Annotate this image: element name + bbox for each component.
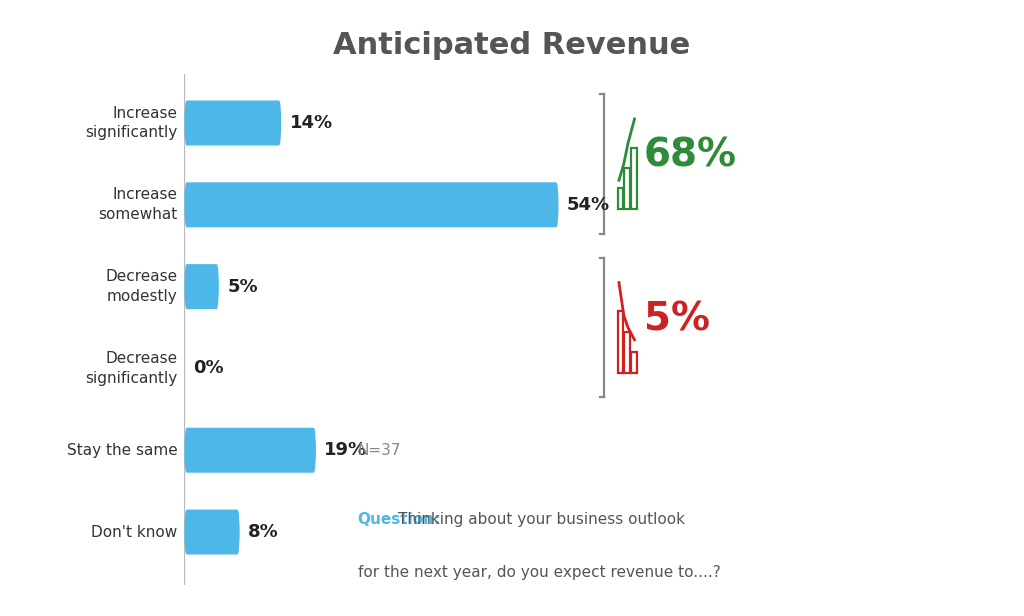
Text: 19%: 19% xyxy=(325,441,368,459)
FancyBboxPatch shape xyxy=(184,509,240,554)
Text: Don't know: Don't know xyxy=(91,525,177,540)
Text: 68%: 68% xyxy=(644,137,737,175)
Text: Question:: Question: xyxy=(357,511,441,527)
FancyBboxPatch shape xyxy=(184,264,219,309)
Text: 14%: 14% xyxy=(290,114,333,132)
Text: N=37: N=37 xyxy=(357,443,401,458)
Text: for the next year, do you expect revenue to....?: for the next year, do you expect revenue… xyxy=(357,565,720,580)
Text: Thinking about your business outlook: Thinking about your business outlook xyxy=(397,511,685,527)
Text: 8%: 8% xyxy=(248,523,279,541)
Text: Decrease
modestly: Decrease modestly xyxy=(105,269,177,304)
Text: 5%: 5% xyxy=(227,278,258,296)
FancyBboxPatch shape xyxy=(184,428,316,472)
Text: Decrease
significantly: Decrease significantly xyxy=(85,351,177,386)
Text: Stay the same: Stay the same xyxy=(67,443,177,458)
Text: Increase
somewhat: Increase somewhat xyxy=(98,187,177,222)
FancyBboxPatch shape xyxy=(184,100,282,145)
Text: Anticipated Revenue: Anticipated Revenue xyxy=(334,31,690,60)
FancyBboxPatch shape xyxy=(184,182,559,227)
Text: 54%: 54% xyxy=(567,196,610,214)
Text: 5%: 5% xyxy=(644,301,710,338)
Text: 0%: 0% xyxy=(193,359,223,378)
Text: Increase
significantly: Increase significantly xyxy=(85,105,177,140)
